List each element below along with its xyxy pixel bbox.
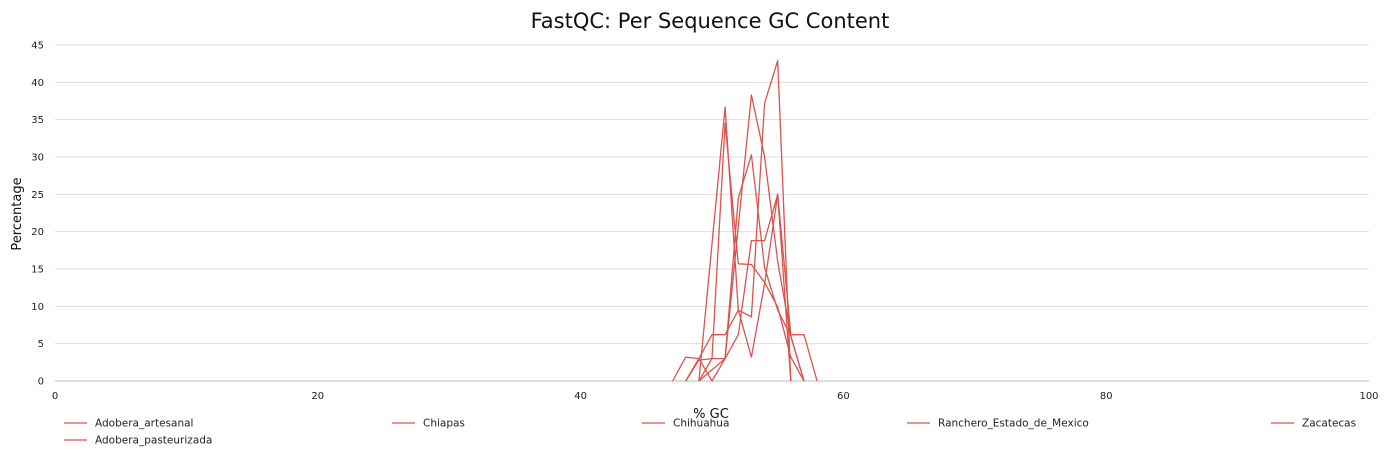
x-tick-label: 0 <box>52 391 58 402</box>
x-tick-label: 20 <box>311 391 324 402</box>
legend: Adobera_artesanal Adobera_pasteurizada Chi… <box>64 418 1356 447</box>
x-tick-label: 100 <box>1359 391 1378 402</box>
grid-lines <box>55 44 1369 345</box>
y-tick-label: 25 <box>31 190 44 201</box>
x-axis-title: % GC <box>693 407 729 422</box>
legend-label-adobera-artesanal: Adobera_artesanal <box>95 418 193 430</box>
y-axis-title: Percentage <box>10 177 25 250</box>
series-lines <box>672 60 818 382</box>
legend-label-chiapas: Chiapas <box>423 418 465 430</box>
y-tick-label: 0 <box>38 377 44 388</box>
legend-label-adobera-pasteurizada: Adobera_pasteurizada <box>95 435 212 447</box>
series-line-adobera-pasteurizada <box>685 154 805 382</box>
x-tick-label: 60 <box>837 391 850 402</box>
y-tick-label: 30 <box>31 153 44 164</box>
series-line-chihuahua <box>672 193 818 382</box>
y-tick-label: 45 <box>31 41 44 52</box>
legend-label-chihuahua: Chihuahua <box>673 418 729 430</box>
y-tick-label: 15 <box>31 265 44 276</box>
series-line-ranchero-estado-de-mexico <box>698 122 805 382</box>
y-tick-label: 20 <box>31 227 44 238</box>
y-tick-label: 10 <box>31 302 44 313</box>
x-tick-label: 80 <box>1100 391 1113 402</box>
legend-label-ranchero-estado-de-mexico: Ranchero_Estado_de_Mexico <box>938 418 1089 430</box>
legend-label-zacatecas: Zacatecas <box>1302 418 1356 430</box>
x-tick-label: 40 <box>574 391 587 402</box>
y-tick-label: 5 <box>38 339 44 350</box>
y-tick-label: 35 <box>31 115 44 126</box>
series-line-zacatecas <box>685 60 792 382</box>
chart-title: FastQC: Per Sequence GC Content <box>531 9 890 33</box>
y-tick-label: 40 <box>31 78 44 89</box>
